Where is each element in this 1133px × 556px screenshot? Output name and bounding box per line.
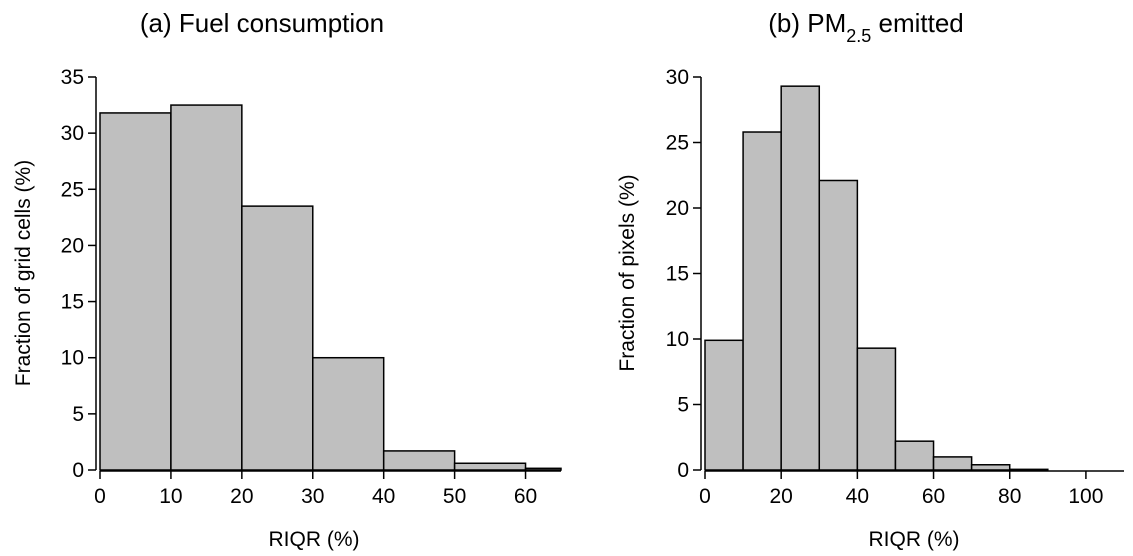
y-tick-label: 25 [61,178,84,201]
histogram-bar [312,356,385,471]
panel-b-bars [704,85,1049,471]
panel-a-bars [99,104,562,471]
panel-a-axes: 0 10 20 30 40 50 60 0 5 10 15 20 25 30 35 [61,66,561,508]
histogram-bar [894,440,935,471]
histogram-bar [932,456,973,471]
histogram-bar [524,467,562,471]
panel-b-xlabel: RIQR (%) [869,528,960,551]
x-tick-label: 10 [159,485,182,508]
x-tick-label: 0 [94,485,106,508]
histogram-bar [704,339,744,471]
y-tick-label: 10 [61,347,84,370]
x-tick-label: 0 [699,485,711,508]
panel-pm25-emitted: (b) PM2.5 emitted RIQR (%) Fraction of p… [616,8,1124,551]
histogram-bar [453,462,527,471]
histogram-bar [241,205,314,471]
panel-b-title: (b) PM2.5 emitted [768,8,964,46]
panel-b-axes: 0 20 40 60 80 100 0 5 10 15 20 25 30 [666,66,1124,508]
y-tick-label: 30 [61,122,84,145]
x-tick-label: 60 [514,485,537,508]
histogram-bar [818,179,859,471]
histogram-bar [742,131,782,471]
panel-b-ylabel: Fraction of pixels (%) [616,174,639,371]
panel-a-ylabel: Fraction of grid cells (%) [12,160,35,386]
x-tick-label: 100 [1068,485,1103,508]
histogram-bar [99,112,172,471]
y-tick-label: 0 [72,459,84,482]
histogram-bar [970,464,1011,471]
y-tick-label: 35 [61,66,84,89]
x-tick-label: 20 [770,485,793,508]
y-tick-label: 30 [666,66,689,89]
histogram-bar [170,104,243,471]
y-tick-label: 15 [666,263,689,286]
x-tick-label: 40 [846,485,869,508]
panel-a-title: (a) Fuel consumption [140,8,384,38]
histogram-bar [780,85,821,471]
y-tick-label: 20 [61,234,84,257]
y-tick-label: 10 [666,328,689,351]
histogram-bar [1008,468,1049,471]
y-tick-label: 15 [61,291,84,314]
y-tick-label: 5 [72,403,84,426]
histogram-bar [856,347,897,471]
x-tick-label: 30 [301,485,324,508]
x-tick-label: 60 [922,485,945,508]
panel-fuel-consumption: (a) Fuel consumption RIQR (%) Fraction o… [12,8,562,551]
x-tick-label: 50 [443,485,466,508]
y-tick-label: 0 [677,459,689,482]
panel-a-xlabel: RIQR (%) [269,528,360,551]
histogram-bar [382,450,456,471]
y-tick-label: 20 [666,197,689,220]
x-tick-label: 80 [998,485,1021,508]
y-tick-label: 5 [677,394,689,417]
y-tick-label: 25 [666,132,689,155]
x-tick-label: 20 [230,485,253,508]
x-tick-label: 40 [372,485,395,508]
